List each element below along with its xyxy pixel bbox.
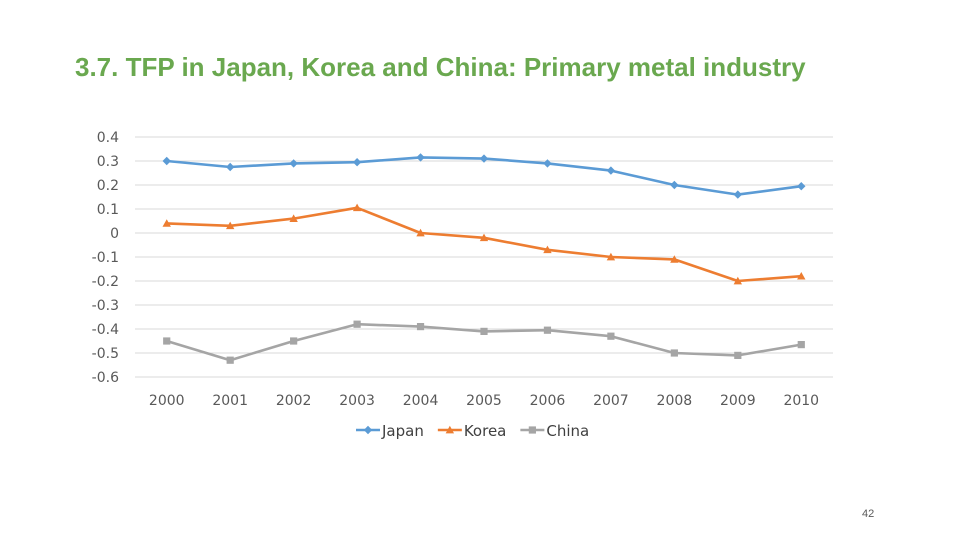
x-tick-label: 2001: [212, 393, 248, 409]
china-point: [416, 323, 425, 331]
y-tick-label: 0.3: [97, 154, 119, 170]
y-tick-label: 0.4: [97, 130, 119, 146]
korea-point: [543, 245, 552, 254]
china-point: [543, 326, 552, 334]
legend: Japan Korea China: [356, 422, 589, 440]
x-tick-label: 2000: [149, 393, 185, 409]
korea-point: [606, 252, 616, 261]
korea-line: [166, 206, 802, 283]
china-point: [734, 351, 742, 359]
japan-point: [797, 182, 806, 191]
korea-point: [289, 214, 298, 222]
series-japan: [162, 153, 806, 199]
china-point: [226, 356, 234, 364]
korea-point: [670, 255, 679, 263]
legend-marker: [528, 426, 536, 434]
japan-point: [352, 158, 362, 167]
y-tick-label: -0.2: [92, 274, 119, 290]
y-tick-label: 0: [110, 226, 119, 242]
y-tick-label: -0.1: [92, 250, 119, 266]
china-point: [353, 320, 361, 328]
x-tick-label: 2004: [403, 393, 439, 409]
x-tick-label: 2008: [657, 393, 693, 409]
korea-point: [797, 272, 806, 280]
japan-point: [733, 190, 743, 199]
legend-label: China: [546, 422, 589, 440]
japan-point: [416, 153, 425, 162]
korea-point: [733, 276, 743, 285]
x-tick-label: 2009: [720, 393, 756, 409]
x-tick-label: 2010: [783, 393, 819, 409]
page-number: 42: [862, 508, 875, 520]
x-tick-label: 2002: [276, 393, 312, 409]
slide-title: 3.7. TFP in Japan, Korea and China: Prim…: [75, 52, 806, 82]
japan-point: [289, 159, 298, 168]
japan-point: [225, 162, 235, 172]
japan-point: [670, 180, 679, 190]
x-tick-label: 2005: [466, 393, 502, 409]
legend-label: Japan: [381, 422, 424, 440]
china-point: [290, 337, 298, 345]
china-point: [797, 341, 805, 349]
japan-point: [162, 156, 171, 166]
korea-point: [162, 219, 171, 227]
series-china: [163, 320, 805, 364]
legend-marker: [445, 425, 455, 434]
y-tick-label: -0.3: [92, 298, 119, 314]
y-tick-label: 0.1: [97, 202, 119, 218]
korea-point: [352, 203, 362, 212]
japan-point: [543, 159, 552, 168]
x-tick-label: 2003: [339, 393, 375, 409]
legend-item-china: China: [520, 422, 589, 440]
japan-line: [166, 156, 802, 196]
y-tick-label: -0.4: [92, 322, 119, 338]
china-point: [163, 337, 171, 345]
y-tick-label: 0.2: [97, 178, 119, 194]
korea-point: [416, 228, 425, 237]
y-tick-label: -0.6: [92, 370, 119, 386]
korea-point: [479, 233, 489, 242]
gridlines: [135, 136, 833, 378]
china-point: [607, 332, 615, 340]
legend-item-korea: Korea: [437, 422, 507, 440]
china-point: [480, 327, 488, 335]
series-lines: [162, 153, 806, 364]
x-tick-label: 2007: [593, 393, 629, 409]
legend-label: Korea: [464, 422, 507, 440]
china-point: [670, 349, 678, 357]
japan-point: [479, 154, 489, 163]
y-axis-ticks: 0.4 0.3 0.2 0.1 0 -0.1 -0.2 -0.3 -0.4 -0.5 -0.6: [92, 130, 119, 386]
x-tick-label: 2006: [530, 393, 566, 409]
korea-point: [225, 221, 235, 230]
legend-item-japan: Japan: [356, 422, 424, 440]
series-korea: [162, 203, 806, 285]
x-axis-ticks: 2000 2001 2002 2003 2004 2005 2006 2007 2008 2009…: [149, 393, 819, 409]
y-tick-label: -0.5: [92, 346, 119, 362]
legend-marker: [363, 425, 373, 435]
japan-point: [606, 166, 616, 175]
